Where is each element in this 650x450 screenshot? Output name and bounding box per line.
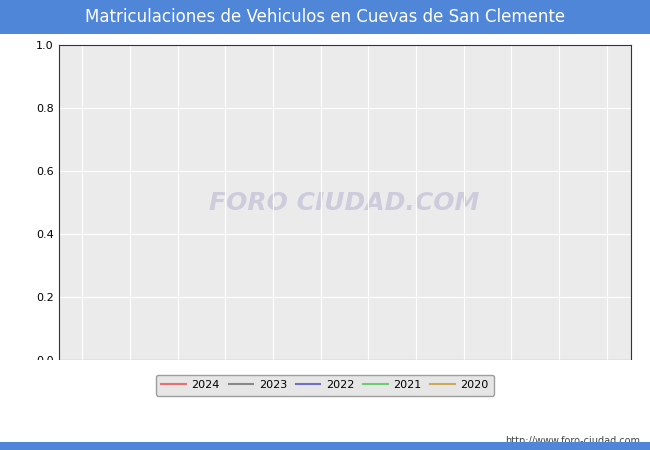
Text: FORO CIUDAD.COM: FORO CIUDAD.COM <box>209 190 480 215</box>
Text: Matriculaciones de Vehiculos en Cuevas de San Clemente: Matriculaciones de Vehiculos en Cuevas d… <box>85 8 565 26</box>
Legend: 2024, 2023, 2022, 2021, 2020: 2024, 2023, 2022, 2021, 2020 <box>156 374 494 396</box>
Text: http://www.foro-ciudad.com: http://www.foro-ciudad.com <box>505 436 640 446</box>
